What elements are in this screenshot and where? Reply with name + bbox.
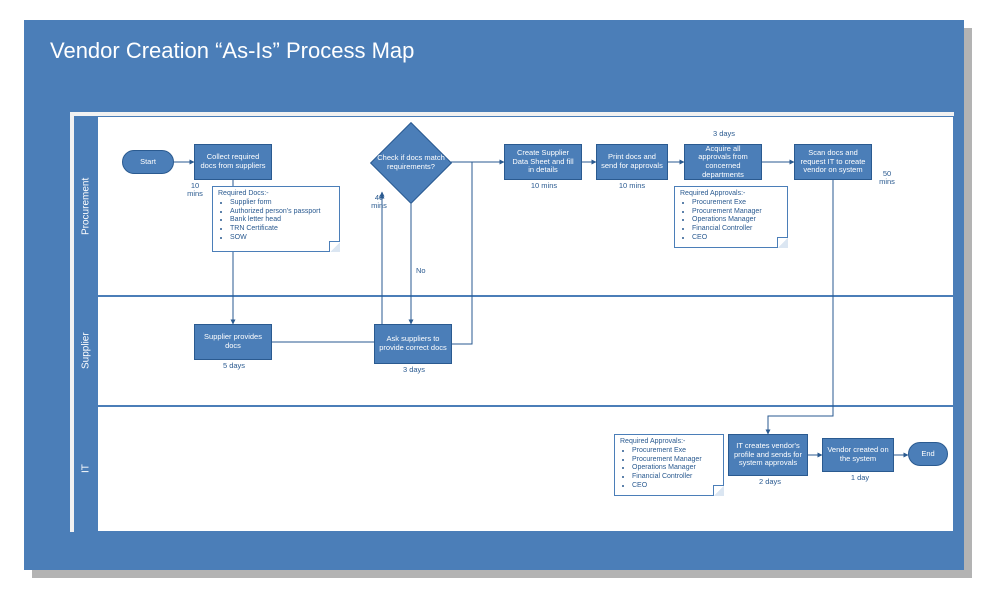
note-title: Required Docs:-	[218, 190, 269, 197]
note-item: SOW	[230, 234, 334, 243]
lane-label-procurement: Procurement	[74, 116, 98, 296]
note-title: Required Approvals:-	[680, 190, 745, 197]
note-item: Procurement Manager	[692, 208, 782, 217]
note-item: CEO	[692, 234, 782, 243]
decision-no-label: No	[416, 266, 426, 275]
scan-docs-box: Scan docs and request IT to create vendo…	[794, 144, 872, 180]
note-item: Operations Manager	[692, 216, 782, 225]
note-item: Procurement Exe	[692, 199, 782, 208]
note-required-docs: Required Docs:- Supplier form Authorized…	[212, 186, 340, 252]
note-item: Supplier form	[230, 199, 334, 208]
note-required-approvals-it: Required Approvals:- Procurement Exe Pro…	[614, 434, 724, 496]
vendor-created-box: Vendor created on the system	[822, 438, 894, 472]
timing-ask-supplier: 3 days	[394, 366, 434, 374]
timing-supplier-provides: 5 days	[214, 362, 254, 370]
timing-print: 10 mins	[612, 182, 652, 190]
print-docs-box: Print docs and send for approvals	[596, 144, 668, 180]
note-item: Procurement Manager	[632, 456, 718, 465]
ask-supplier-box: Ask suppliers to provide correct docs	[374, 324, 452, 364]
note-item: CEO	[632, 482, 718, 491]
note-item: Operations Manager	[632, 464, 718, 473]
note-list: Procurement Exe Procurement Manager Oper…	[632, 447, 718, 491]
note-item: Procurement Exe	[632, 447, 718, 456]
lane-label-it: IT	[74, 406, 98, 532]
timing-scan: 50 mins	[874, 170, 900, 187]
check-docs-decision-label: Check if docs match requirements?	[372, 138, 450, 188]
note-required-approvals-proc: Required Approvals:- Procurement Exe Pro…	[674, 186, 788, 248]
note-title: Required Approvals:-	[620, 438, 685, 445]
note-item: Financial Controller	[692, 225, 782, 234]
note-item: TRN Certificate	[230, 225, 334, 234]
end-terminator: End	[908, 442, 948, 466]
slide-title: Vendor Creation “As-Is” Process Map	[24, 20, 964, 64]
note-list: Supplier form Authorized person's passpo…	[230, 199, 334, 243]
it-create-profile-box: IT creates vendor's profile and sends fo…	[728, 434, 808, 476]
slide-frame: Vendor Creation “As-Is” Process Map Proc…	[24, 20, 964, 570]
timing-create: 10 mins	[524, 182, 564, 190]
process-canvas: Procurement Supplier IT	[74, 116, 954, 532]
lane-label-supplier: Supplier	[74, 296, 98, 406]
collect-docs-box: Collect required docs from suppliers	[194, 144, 272, 180]
note-item: Financial Controller	[632, 473, 718, 482]
note-list: Procurement Exe Procurement Manager Oper…	[692, 199, 782, 243]
timing-check: 40 mins	[366, 194, 392, 211]
supplier-provides-box: Supplier provides docs	[194, 324, 272, 360]
timing-acquire: 3 days	[704, 130, 744, 138]
note-item: Authorized person's passport	[230, 208, 334, 217]
acquire-approvals-box: Acquire all approvals from concerned dep…	[684, 144, 762, 180]
timing-vendor-created: 1 day	[840, 474, 880, 482]
start-terminator: Start	[122, 150, 174, 174]
note-item: Bank letter head	[230, 216, 334, 225]
canvas-shadow: Procurement Supplier IT	[70, 112, 954, 532]
timing-it-create: 2 days	[750, 478, 790, 486]
create-datasheet-box: Create Supplier Data Sheet and fill in d…	[504, 144, 582, 180]
timing-collect: 10 mins	[182, 182, 208, 199]
